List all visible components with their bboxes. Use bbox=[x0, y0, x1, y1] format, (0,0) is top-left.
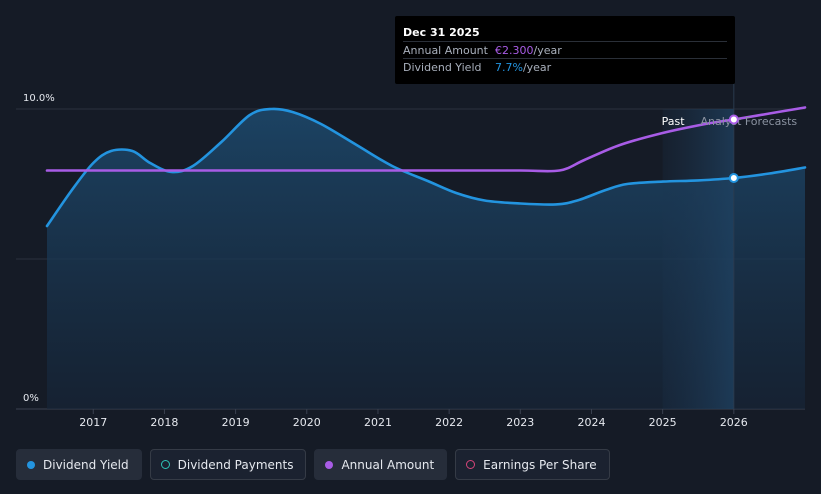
x-tick-label: 2025 bbox=[649, 416, 677, 429]
x-tick-label: 2022 bbox=[435, 416, 463, 429]
tooltip-date: Dec 31 2025 bbox=[403, 26, 480, 39]
tooltip-unit: /year bbox=[522, 61, 552, 74]
legend-annual-amount[interactable]: Annual Amount bbox=[314, 449, 448, 480]
dividend-yield-area bbox=[47, 108, 805, 409]
x-tick-label: 2018 bbox=[150, 416, 178, 429]
x-tick-label: 2026 bbox=[720, 416, 748, 429]
y-tick-label: 0% bbox=[23, 393, 39, 404]
x-tick-label: 2019 bbox=[222, 416, 250, 429]
tooltip-value: €2.300 bbox=[495, 44, 534, 57]
tooltip: Dec 31 2025 Annual Amount €2.300 /year D… bbox=[395, 16, 735, 84]
legend-label: Earnings Per Share bbox=[483, 457, 597, 472]
x-tick-label: 2023 bbox=[506, 416, 534, 429]
dividend-yield-line bbox=[45, 107, 807, 228]
forecast-shade bbox=[662, 109, 734, 409]
annual-amount-marker bbox=[728, 114, 739, 125]
legend-label: Annual Amount bbox=[341, 457, 435, 472]
past-label: Past bbox=[662, 115, 686, 128]
legend-earnings-per-share[interactable]: Earnings Per Share bbox=[455, 449, 610, 480]
hollow-dot-icon bbox=[466, 460, 476, 469]
tooltip-value: 7.7% bbox=[495, 61, 523, 74]
forecast-label: Analyst Forecasts bbox=[701, 115, 798, 128]
tooltip-unit: /year bbox=[533, 44, 562, 57]
y-tick-label: 10.0% bbox=[23, 93, 55, 104]
tooltip-label: Dividend Yield bbox=[403, 61, 482, 74]
x-tick-label: 2020 bbox=[293, 416, 321, 429]
filled-dot-icon bbox=[325, 460, 334, 469]
x-tick-label: 2021 bbox=[364, 416, 392, 429]
annual-amount-line bbox=[45, 106, 807, 173]
tooltip-row-yield: Dividend Yield 7.7% /year bbox=[403, 58, 727, 75]
hollow-dot-icon bbox=[160, 460, 170, 469]
legend-label: Dividend Payments bbox=[177, 457, 294, 472]
legend: Dividend Yield Dividend Payments Annual … bbox=[16, 449, 610, 480]
x-tick-label: 2017 bbox=[79, 416, 107, 429]
tooltip-label: Annual Amount bbox=[403, 44, 488, 57]
legend-label: Dividend Yield bbox=[43, 457, 129, 472]
legend-dividend-payments[interactable]: Dividend Payments bbox=[149, 449, 307, 480]
x-tick-label: 2024 bbox=[577, 416, 605, 429]
legend-dividend-yield[interactable]: Dividend Yield bbox=[16, 449, 142, 480]
tooltip-row-annual: Annual Amount €2.300 /year bbox=[403, 41, 727, 58]
filled-dot-icon bbox=[27, 460, 35, 469]
dividend-yield-marker bbox=[728, 173, 739, 183]
